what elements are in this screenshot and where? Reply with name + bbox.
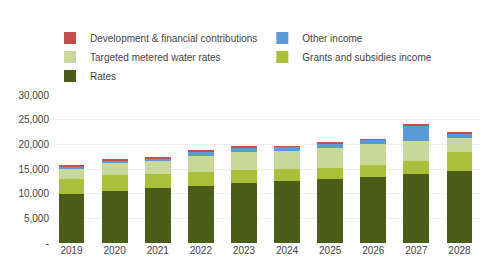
svg-text:2027: 2027 bbox=[405, 245, 428, 256]
svg-text:25,000: 25,000 bbox=[18, 114, 49, 125]
svg-text:-: - bbox=[46, 238, 49, 249]
svg-text:30,000: 30,000 bbox=[18, 90, 49, 101]
svg-text:5,000: 5,000 bbox=[24, 213, 49, 224]
svg-text:Development & financial contri: Development & financial contributions bbox=[90, 33, 257, 44]
svg-text:2026: 2026 bbox=[362, 245, 385, 256]
svg-text:2023: 2023 bbox=[233, 245, 256, 256]
svg-text:2024: 2024 bbox=[276, 245, 299, 256]
svg-text:15,000: 15,000 bbox=[18, 164, 49, 175]
svg-text:2020: 2020 bbox=[104, 245, 127, 256]
svg-text:10,000: 10,000 bbox=[18, 188, 49, 199]
svg-text:Targeted metered water rates: Targeted metered water rates bbox=[90, 52, 221, 63]
svg-text:2025: 2025 bbox=[319, 245, 342, 256]
svg-text:2028: 2028 bbox=[448, 245, 471, 256]
svg-text:Other income: Other income bbox=[302, 33, 362, 44]
svg-text:Rates: Rates bbox=[90, 71, 116, 82]
svg-text:2019: 2019 bbox=[60, 245, 83, 256]
svg-text:20,000: 20,000 bbox=[18, 139, 49, 150]
svg-text:2021: 2021 bbox=[147, 245, 170, 256]
svg-text:2022: 2022 bbox=[190, 245, 213, 256]
svg-text:Grants and subsidies income: Grants and subsidies income bbox=[302, 52, 431, 63]
